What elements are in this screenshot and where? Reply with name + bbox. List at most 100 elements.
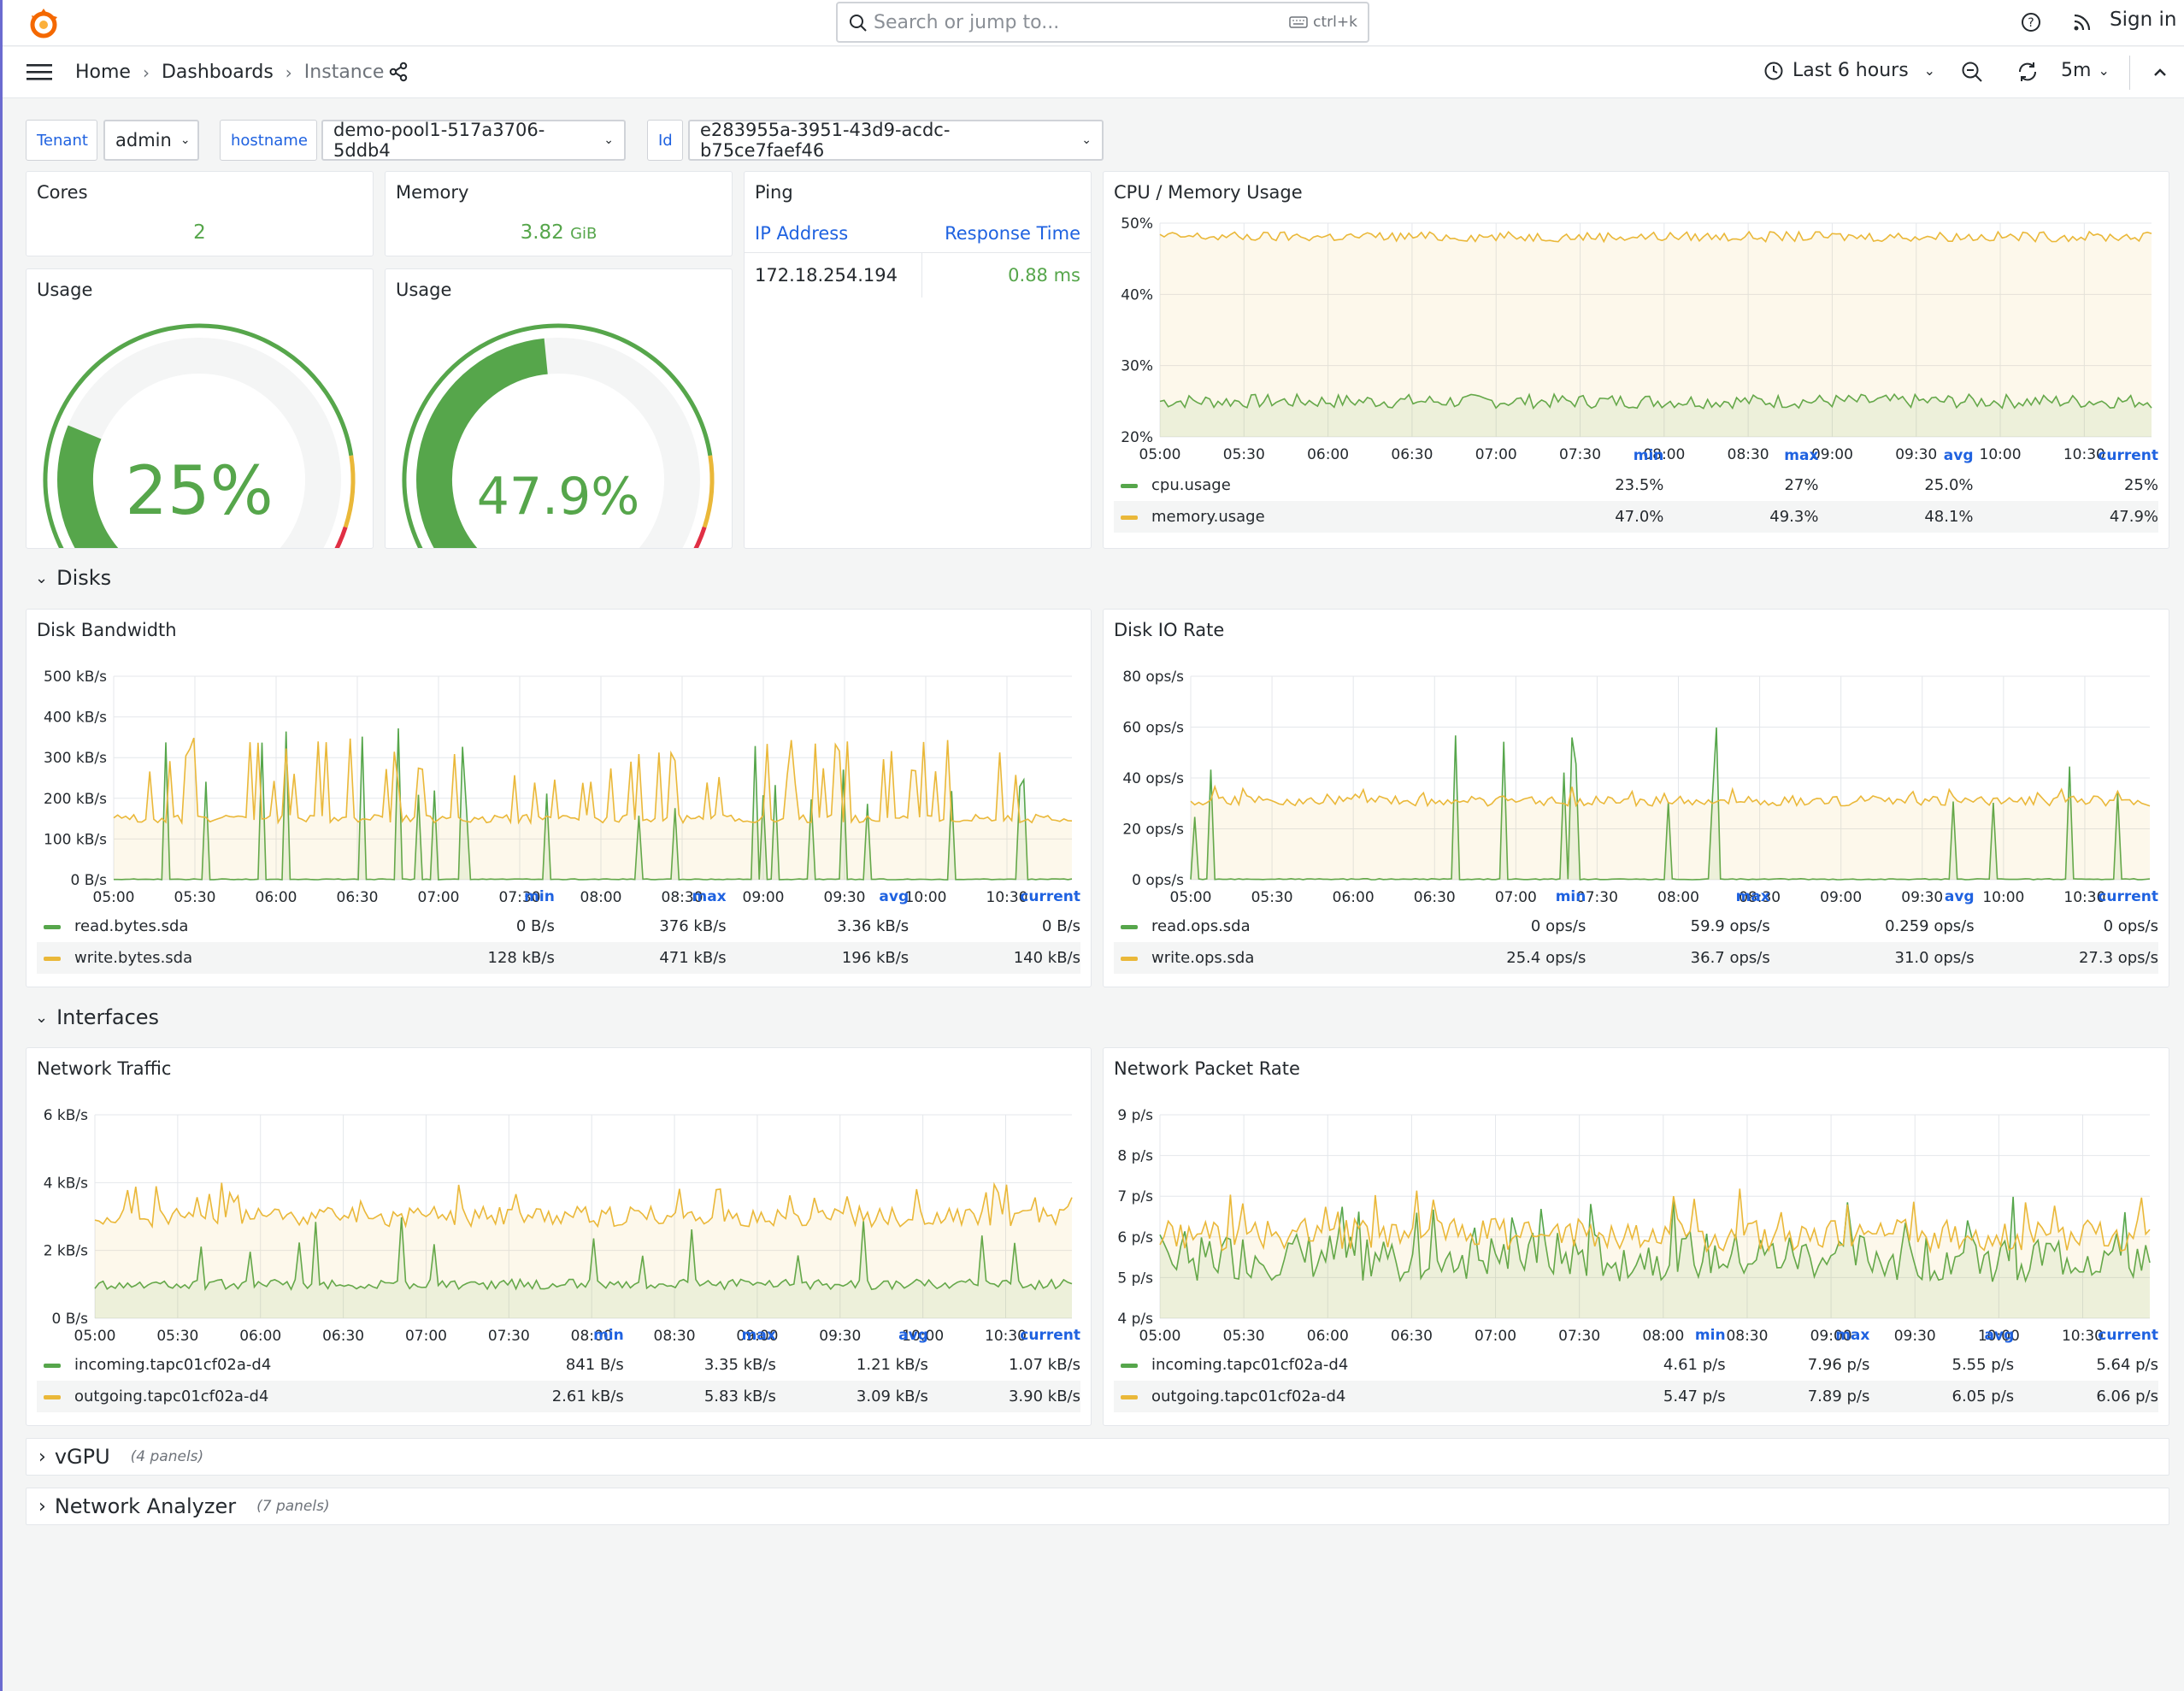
panel-title: Ping xyxy=(755,182,793,203)
legend-item[interactable]: read.ops.sda 0 ops/s 59.9 ops/s 0.259 ops/s… xyxy=(1114,910,2158,942)
legend-stat: 7.89 p/s xyxy=(1725,1381,1870,1412)
x-tick-label: 05:30 xyxy=(1223,1328,1265,1345)
tenant-select[interactable]: admin ⌄ xyxy=(103,120,199,161)
series-name: incoming.tapc01cf02a-d4 xyxy=(74,1356,272,1374)
series-line xyxy=(114,728,1073,881)
x-tick-label: 08:00 xyxy=(1642,1328,1684,1345)
breadcrumb-dashboards[interactable]: Dashboards xyxy=(161,62,274,83)
table-row: 172.18.254.194 0.88 ms xyxy=(745,252,1091,298)
menu-icon[interactable] xyxy=(26,62,52,82)
series-swatch xyxy=(1121,483,1138,488)
legend-item[interactable]: incoming.tapc01cf02a-d4 841 B/s 3.35 kB/s 1… xyxy=(37,1349,1080,1381)
legend-header[interactable]: avg xyxy=(1984,1327,2015,1344)
legend-header[interactable]: min xyxy=(1555,888,1586,905)
series-name: incoming.tapc01cf02a-d4 xyxy=(1151,1356,1349,1374)
help-icon[interactable]: ? xyxy=(2020,11,2042,33)
legend-header[interactable]: max xyxy=(1784,447,1819,464)
share-icon[interactable] xyxy=(387,61,409,83)
column-header-ip[interactable]: IP Address xyxy=(755,223,849,244)
series-name: outgoing.tapc01cf02a-d4 xyxy=(74,1388,269,1405)
legend-header[interactable]: min xyxy=(593,1327,624,1344)
gauge-threshold-red xyxy=(334,526,348,548)
legend-item[interactable]: outgoing.tapc01cf02a-d4 5.47 p/s 7.89 p/s 6… xyxy=(1114,1381,2158,1412)
x-tick-label: 05:30 xyxy=(1223,446,1265,463)
x-tick-label: 05:00 xyxy=(1139,1328,1181,1345)
x-tick-label: 06:00 xyxy=(256,889,297,906)
legend-header[interactable]: current xyxy=(2098,447,2158,464)
memory-panel: Memory 3.82 GiB xyxy=(385,171,733,256)
legend-header[interactable]: max xyxy=(1835,1327,1870,1344)
x-tick-label: 09:30 xyxy=(1894,1328,1936,1345)
legend-stat: 376 kB/s xyxy=(659,917,727,935)
x-tick-label: 09:30 xyxy=(824,889,866,906)
search-input[interactable]: Search or jump to... ctrl+k xyxy=(836,2,1369,43)
legend-header[interactable]: max xyxy=(1735,888,1770,905)
legend-header[interactable]: min xyxy=(1694,1327,1726,1344)
sign-in-link[interactable]: Sign in xyxy=(2110,9,2177,31)
breadcrumb-home[interactable]: Home xyxy=(75,62,131,83)
legend-header[interactable]: avg xyxy=(898,1327,928,1344)
legend-header[interactable]: current xyxy=(2098,888,2158,905)
legend-header[interactable]: max xyxy=(692,888,727,905)
legend-header[interactable]: avg xyxy=(1943,447,1974,464)
refresh-interval-picker[interactable]: 5m ⌄ xyxy=(2061,60,2110,81)
variable-label-tenant: Tenant xyxy=(26,120,97,161)
panel-title: Usage xyxy=(37,280,93,300)
row-vgpu[interactable]: › vGPU (4 panels) xyxy=(26,1438,2169,1476)
column-header-response[interactable]: Response Time xyxy=(945,223,1080,244)
legend-stat: 5.64 p/s xyxy=(2096,1356,2158,1374)
disk-io-chart: 0 ops/s 20 ops/s 40 ops/s 60 ops/s 80 ops/s 0… xyxy=(1122,669,2151,906)
legend-header[interactable]: current xyxy=(2098,1327,2158,1344)
row-disks[interactable]: ⌄ Disks xyxy=(35,566,112,590)
gauge-threshold-green xyxy=(402,323,713,548)
grafana-logo-icon[interactable] xyxy=(25,5,62,43)
y-tick-label: 0 B/s xyxy=(52,1311,89,1328)
hostname-select[interactable]: demo-pool1-517a3706-5ddb4 ⌄ xyxy=(321,120,626,161)
chevron-down-icon: ⌄ xyxy=(35,1008,49,1027)
network-packet-legend: min max avg current incoming.tapc01cf02a-d4 4… xyxy=(1114,1323,2158,1412)
legend-item[interactable]: cpu.usage 23.5% 27% 25.0% 25% xyxy=(1114,469,2158,501)
series-name: write.ops.sda xyxy=(1151,949,1255,967)
legend-item[interactable]: write.ops.sda 25.4 ops/s 36.7 ops/s 31.0 op… xyxy=(1114,942,2158,974)
legend-item[interactable]: incoming.tapc01cf02a-d4 4.61 p/s 7.96 p/s 5… xyxy=(1114,1349,2158,1381)
variable-label-hostname: hostname xyxy=(220,120,317,161)
gauge-value-arc xyxy=(57,425,119,548)
y-tick-label: 200 kB/s xyxy=(44,791,107,808)
x-tick-label: 07:30 xyxy=(488,1328,530,1345)
legend-header[interactable]: min xyxy=(1633,447,1664,464)
legend-stat: 3.09 kB/s xyxy=(775,1381,928,1412)
legend-item[interactable]: outgoing.tapc01cf02a-d4 2.61 kB/s 5.83 kB/… xyxy=(37,1381,1080,1412)
x-tick-label: 09:00 xyxy=(1820,889,1862,906)
row-network-analyzer[interactable]: › Network Analyzer (7 panels) xyxy=(26,1488,2169,1525)
refresh-icon[interactable] xyxy=(2016,60,2040,84)
variable-label-id: Id xyxy=(647,120,683,161)
series-name: write.bytes.sda xyxy=(74,949,193,967)
legend-header[interactable]: avg xyxy=(1944,888,1975,905)
x-tick-label: 09:00 xyxy=(743,889,785,906)
y-tick-label: 500 kB/s xyxy=(44,669,107,686)
row-interfaces[interactable]: ⌄ Interfaces xyxy=(35,1005,160,1029)
x-tick-label: 06:00 xyxy=(1333,889,1375,906)
legend-header[interactable]: avg xyxy=(879,888,910,905)
disk-bandwidth-chart: 0 B/s 100 kB/s 200 kB/s 300 kB/s 400 kB/s 500… xyxy=(44,669,1073,906)
legend-stat: 1.07 kB/s xyxy=(1008,1356,1080,1374)
chevron-up-icon[interactable] xyxy=(2150,62,2170,83)
legend-header[interactable]: current xyxy=(1020,1327,1080,1344)
legend-header[interactable]: min xyxy=(524,888,555,905)
legend-stat: 25.4 ops/s xyxy=(1401,942,1586,974)
legend-item[interactable]: write.bytes.sda 128 kB/s 471 kB/s 196 kB/s 1… xyxy=(37,942,1080,974)
news-feed-icon[interactable] xyxy=(2071,11,2093,33)
time-range-picker[interactable]: Last 6 hours ⌄ xyxy=(1763,60,1935,81)
x-tick-label: 06:30 xyxy=(1414,889,1456,906)
y-tick-label: 4 kB/s xyxy=(44,1175,88,1192)
id-select[interactable]: e283955a-3951-43d9-acdc-b75ce7faef46 ⌄ xyxy=(688,120,1104,161)
legend-header[interactable]: max xyxy=(741,1327,776,1344)
y-tick-label: 80 ops/s xyxy=(1122,669,1184,686)
legend-header[interactable]: current xyxy=(1020,888,1080,905)
legend-item[interactable]: read.bytes.sda 0 B/s 376 kB/s 3.36 kB/s 0 B/… xyxy=(37,910,1080,942)
y-tick-label: 100 kB/s xyxy=(44,831,107,848)
keyboard-icon xyxy=(1289,16,1308,28)
legend-item[interactable]: memory.usage 47.0% 49.3% 48.1% 47.9% xyxy=(1114,501,2158,533)
top-bar: Search or jump to... ctrl+k ? Sign in xyxy=(3,0,2184,46)
zoom-out-icon[interactable] xyxy=(1960,60,1984,84)
